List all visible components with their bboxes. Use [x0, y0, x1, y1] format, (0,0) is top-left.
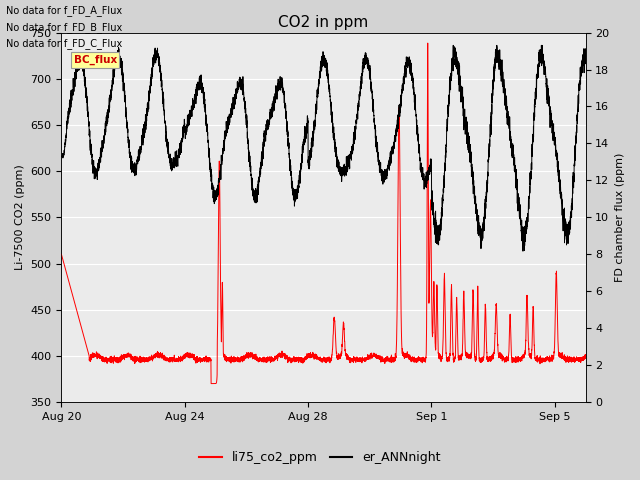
Y-axis label: Li-7500 CO2 (ppm): Li-7500 CO2 (ppm): [15, 165, 25, 270]
Text: BC_flux: BC_flux: [74, 55, 117, 65]
Y-axis label: FD chamber flux (ppm): FD chamber flux (ppm): [615, 153, 625, 282]
Text: No data for f_FD_C_Flux: No data for f_FD_C_Flux: [6, 38, 123, 49]
Title: CO2 in ppm: CO2 in ppm: [278, 15, 369, 30]
Text: No data for f_FD_B_Flux: No data for f_FD_B_Flux: [6, 22, 123, 33]
Text: No data for f_FD_A_Flux: No data for f_FD_A_Flux: [6, 5, 122, 16]
Legend: li75_co2_ppm, er_ANNnight: li75_co2_ppm, er_ANNnight: [194, 446, 446, 469]
